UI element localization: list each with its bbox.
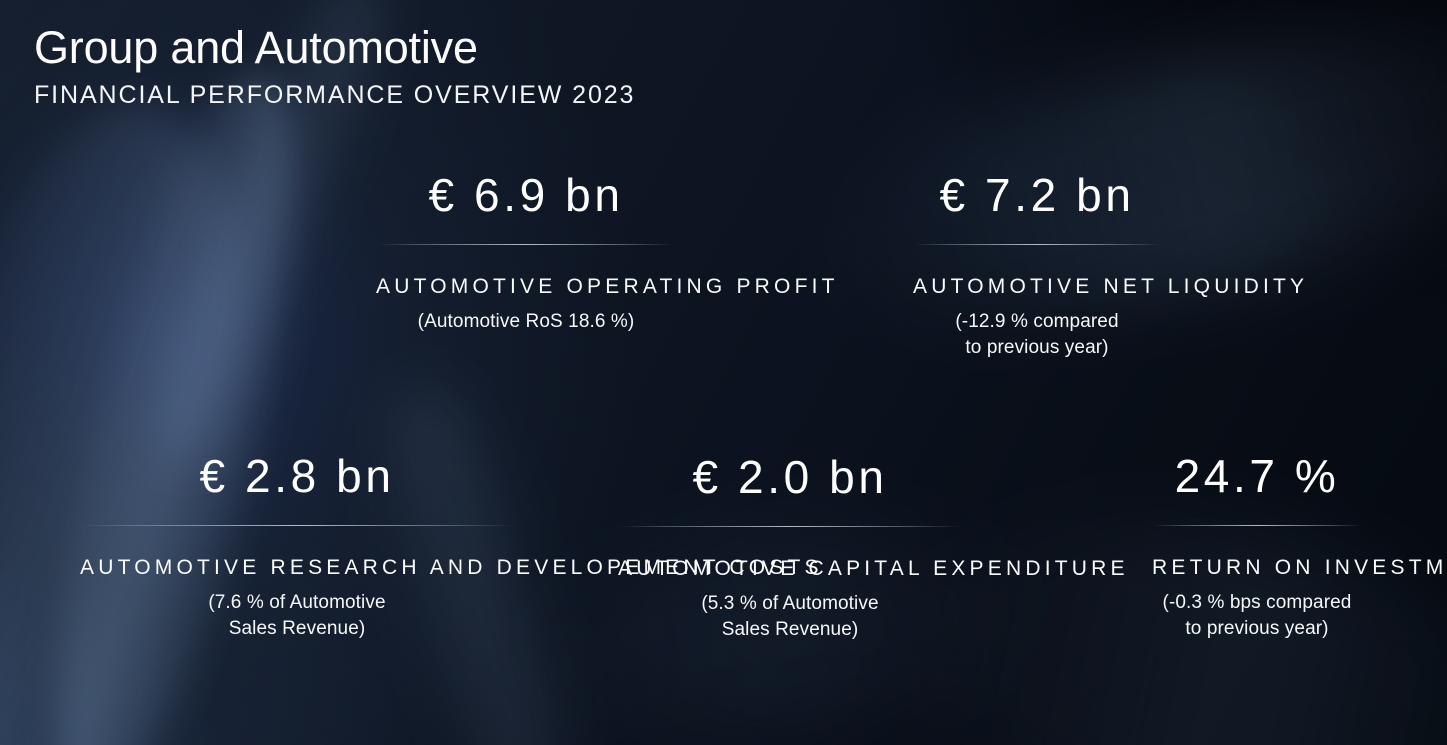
kpi-note: (Automotive RoS 18.6 %) xyxy=(376,309,676,334)
kpi-label-line: RETURN ON xyxy=(1152,556,1315,579)
kpi-value: € 6.9 bn xyxy=(428,169,624,221)
kpi-note: (-0.3 % bps compared to previous year) xyxy=(1152,590,1362,641)
kpi-label: AUTOMOTIVE NET LIQUIDITY xyxy=(913,271,1304,302)
kpi-note-line: to previous year) xyxy=(965,336,1109,358)
kpi-note-line: (7.6 % of Automotive xyxy=(208,592,386,614)
kpi-label: AUTOMOTIVE RESEARCH AND DEVELOPEMENT COS… xyxy=(80,552,819,583)
kpi-note-line: (-12.9 % compared xyxy=(955,311,1119,333)
kpi-note: (-12.9 % compared to previous year) xyxy=(913,309,1161,360)
kpi-card-capital-expenditure: € 2.0 bn AUTOMOTIVE CAPITAL EXPENDITURE … xyxy=(618,451,1125,642)
kpi-label-line: AUTOMOTIVE xyxy=(913,275,1094,298)
kpi-label-line: NET LIQUIDITY xyxy=(1103,275,1309,298)
kpi-value: € 2.0 bn xyxy=(692,451,888,503)
page-subtitle: FINANCIAL PERFORMANCE OVERVIEW 2023 xyxy=(34,80,636,109)
kpi-note-line: Sales Revenue) xyxy=(228,617,366,639)
divider xyxy=(378,244,674,245)
kpi-label-line: INVESTMENTS xyxy=(1324,556,1447,579)
kpi-label: RETURN ON INVESTMENTS xyxy=(1152,552,1447,583)
kpi-label: AUTOMOTIVE CAPITAL EXPENDITURE xyxy=(618,553,1125,584)
slide-header: Group and Automotive FINANCIAL PERFORMAN… xyxy=(34,24,635,110)
kpi-card-operating-profit: € 6.9 bn AUTOMOTIVE OPERATING PROFIT (Au… xyxy=(376,169,834,335)
kpi-label: AUTOMOTIVE OPERATING PROFIT xyxy=(376,271,834,302)
divider xyxy=(81,525,513,526)
kpi-label-line: EXPENDITURE xyxy=(933,557,1129,580)
divider xyxy=(1153,525,1361,526)
light-streak xyxy=(0,80,295,745)
kpi-note-line: (Automotive RoS 18.6 %) xyxy=(417,311,635,333)
kpi-label-line: OPERATING PROFIT xyxy=(566,275,839,298)
page-title: Group and Automotive xyxy=(34,22,478,73)
kpi-note: (7.6 % of Automotive Sales Revenue) xyxy=(80,590,514,641)
kpi-label-line: AUTOMOTIVE CAPITAL xyxy=(618,557,924,580)
kpi-note-line: (5.3 % of Automotive xyxy=(701,593,879,615)
divider xyxy=(914,244,1160,245)
kpi-value: 24.7 % xyxy=(1174,450,1340,502)
kpi-note-line: to previous year) xyxy=(1185,617,1329,639)
kpi-value: € 2.8 bn xyxy=(199,450,395,502)
kpi-card-research-and-development-costs: € 2.8 bn AUTOMOTIVE RESEARCH AND DEVELOP… xyxy=(80,450,819,641)
kpi-label-line: AUTOMOTIVE RESEARCH xyxy=(80,556,421,579)
kpi-note-line: Sales Revenue) xyxy=(721,618,859,640)
kpi-label-line: AND DEVELOPEMENT COSTS xyxy=(429,556,823,579)
kpi-card-net-liquidity: € 7.2 bn AUTOMOTIVE NET LIQUIDITY (-12.9… xyxy=(913,169,1304,360)
kpi-note-line: (-0.3 % bps compared xyxy=(1162,592,1352,614)
kpi-value: € 7.2 bn xyxy=(939,169,1135,221)
kpi-note: (5.3 % of Automotive Sales Revenue) xyxy=(618,591,962,642)
divider xyxy=(619,526,961,527)
kpi-card-return-on-investments: 24.7 % RETURN ON INVESTMENTS (-0.3 % bps… xyxy=(1152,450,1447,641)
kpi-label-line: AUTOMOTIVE xyxy=(376,275,557,298)
